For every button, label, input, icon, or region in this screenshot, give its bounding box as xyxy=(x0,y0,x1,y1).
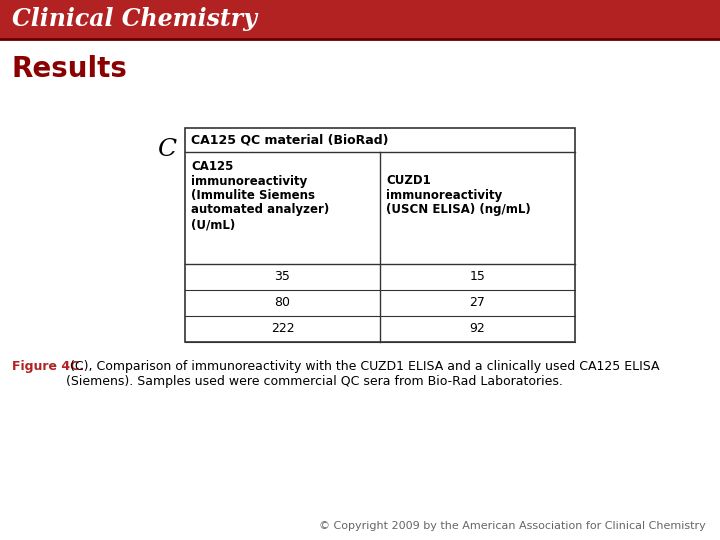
Text: 92: 92 xyxy=(469,322,485,335)
Text: Results: Results xyxy=(12,55,128,83)
Text: 15: 15 xyxy=(469,271,485,284)
Text: 222: 222 xyxy=(271,322,294,335)
Text: (U/mL): (U/mL) xyxy=(191,218,235,231)
Text: © Copyright 2009 by the American Association for Clinical Chemistry: © Copyright 2009 by the American Associa… xyxy=(319,521,706,531)
Text: C: C xyxy=(157,138,176,161)
Text: (C), Comparison of immunoreactivity with the CUZD1 ELISA and a clinically used C: (C), Comparison of immunoreactivity with… xyxy=(66,360,660,388)
Text: CA125 QC material (BioRad): CA125 QC material (BioRad) xyxy=(191,133,389,146)
Text: (Immulite Siemens: (Immulite Siemens xyxy=(191,189,315,202)
Text: CA125: CA125 xyxy=(191,160,233,173)
Text: CUZD1: CUZD1 xyxy=(386,174,431,187)
Text: automated analyzer): automated analyzer) xyxy=(191,204,329,217)
Text: immunoreactivity: immunoreactivity xyxy=(386,188,503,201)
Text: 27: 27 xyxy=(469,296,485,309)
Bar xyxy=(0,0,720,39)
Text: Clinical Chemistry: Clinical Chemistry xyxy=(12,8,257,31)
Text: Figure 4C.: Figure 4C. xyxy=(12,360,84,373)
Text: (USCN ELISA) (ng/mL): (USCN ELISA) (ng/mL) xyxy=(386,203,531,216)
Bar xyxy=(185,128,575,342)
Text: 80: 80 xyxy=(274,296,290,309)
Text: 35: 35 xyxy=(274,271,290,284)
Text: immunoreactivity: immunoreactivity xyxy=(191,174,307,187)
